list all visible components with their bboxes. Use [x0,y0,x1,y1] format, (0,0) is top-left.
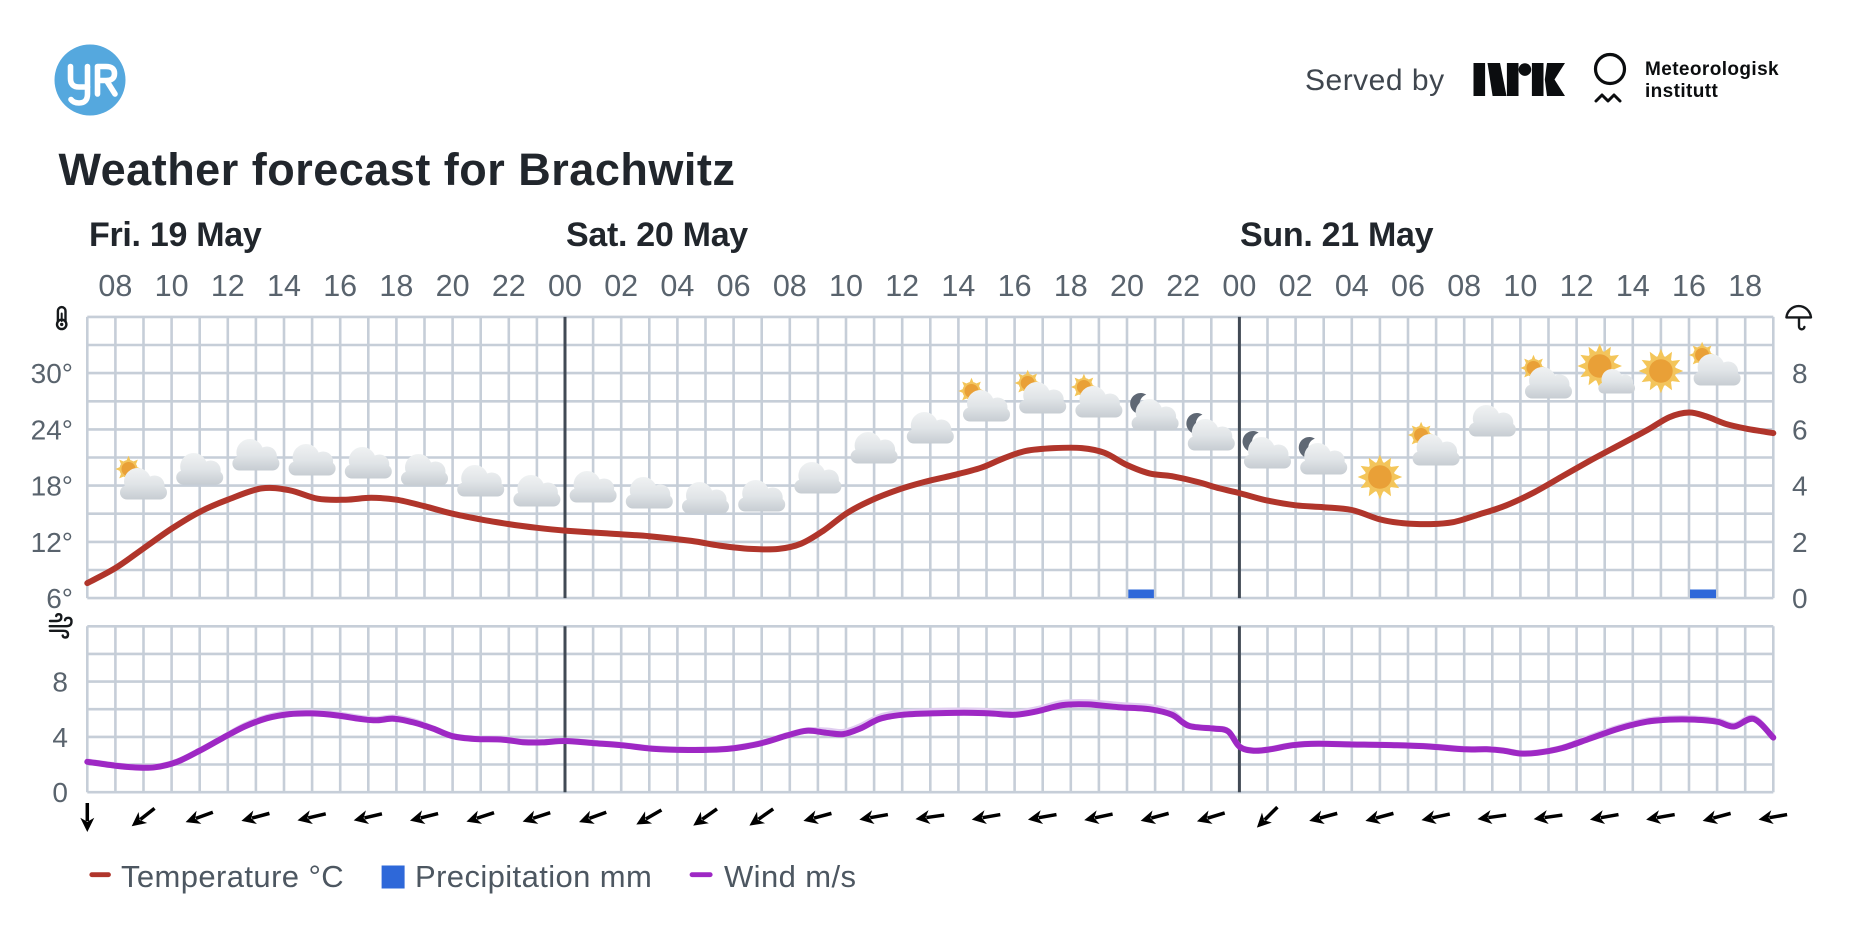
svg-text:04: 04 [660,269,694,303]
svg-text:Served by: Served by [1305,64,1445,97]
svg-text:Temperature °C: Temperature °C [121,859,344,894]
svg-text:18: 18 [1728,269,1762,303]
svg-text:12: 12 [211,269,245,303]
svg-text:institutt: institutt [1645,81,1719,102]
svg-text:Fri. 19 May: Fri. 19 May [89,216,262,254]
svg-text:00: 00 [1222,269,1256,303]
svg-text:16: 16 [1672,269,1706,303]
svg-text:0: 0 [1792,583,1808,614]
svg-text:08: 08 [1447,269,1481,303]
svg-text:24°: 24° [31,414,73,445]
svg-text:20: 20 [436,269,470,303]
svg-text:6°: 6° [46,583,73,614]
svg-text:22: 22 [492,269,526,303]
svg-text:Meteorologisk: Meteorologisk [1645,59,1779,80]
svg-text:12: 12 [885,269,919,303]
svg-text:00: 00 [548,269,582,303]
svg-text:Wind m/s: Wind m/s [724,859,856,894]
svg-text:0: 0 [52,777,68,808]
svg-text:12: 12 [1560,269,1594,303]
svg-text:30°: 30° [31,358,73,389]
svg-text:18: 18 [1054,269,1088,303]
svg-text:10: 10 [155,269,189,303]
svg-text:Sun. 21 May: Sun. 21 May [1240,216,1434,254]
svg-text:Weather forecast for Brachwitz: Weather forecast for Brachwitz [59,144,736,195]
svg-text:16: 16 [323,269,357,303]
svg-text:4: 4 [1792,471,1808,502]
svg-text:06: 06 [1391,269,1425,303]
svg-text:08: 08 [98,269,132,303]
svg-text:14: 14 [1616,269,1650,303]
svg-text:6: 6 [1792,414,1808,445]
svg-text:12°: 12° [31,527,73,558]
svg-text:Precipitation mm: Precipitation mm [415,859,652,894]
svg-text:08: 08 [773,269,807,303]
svg-text:22: 22 [1166,269,1200,303]
svg-text:18: 18 [379,269,413,303]
svg-text:Sat. 20 May: Sat. 20 May [566,216,748,254]
svg-text:04: 04 [1335,269,1369,303]
svg-text:2: 2 [1792,527,1808,558]
svg-text:06: 06 [717,269,751,303]
svg-text:4: 4 [52,722,68,753]
svg-text:10: 10 [1503,269,1537,303]
svg-text:20: 20 [1110,269,1144,303]
svg-text:16: 16 [998,269,1032,303]
svg-text:10: 10 [829,269,863,303]
svg-text:18°: 18° [31,471,73,502]
svg-text:02: 02 [604,269,638,303]
svg-text:02: 02 [1279,269,1313,303]
svg-text:14: 14 [267,269,301,303]
svg-text:8: 8 [52,667,68,698]
svg-text:14: 14 [941,269,975,303]
svg-text:8: 8 [1792,358,1808,389]
